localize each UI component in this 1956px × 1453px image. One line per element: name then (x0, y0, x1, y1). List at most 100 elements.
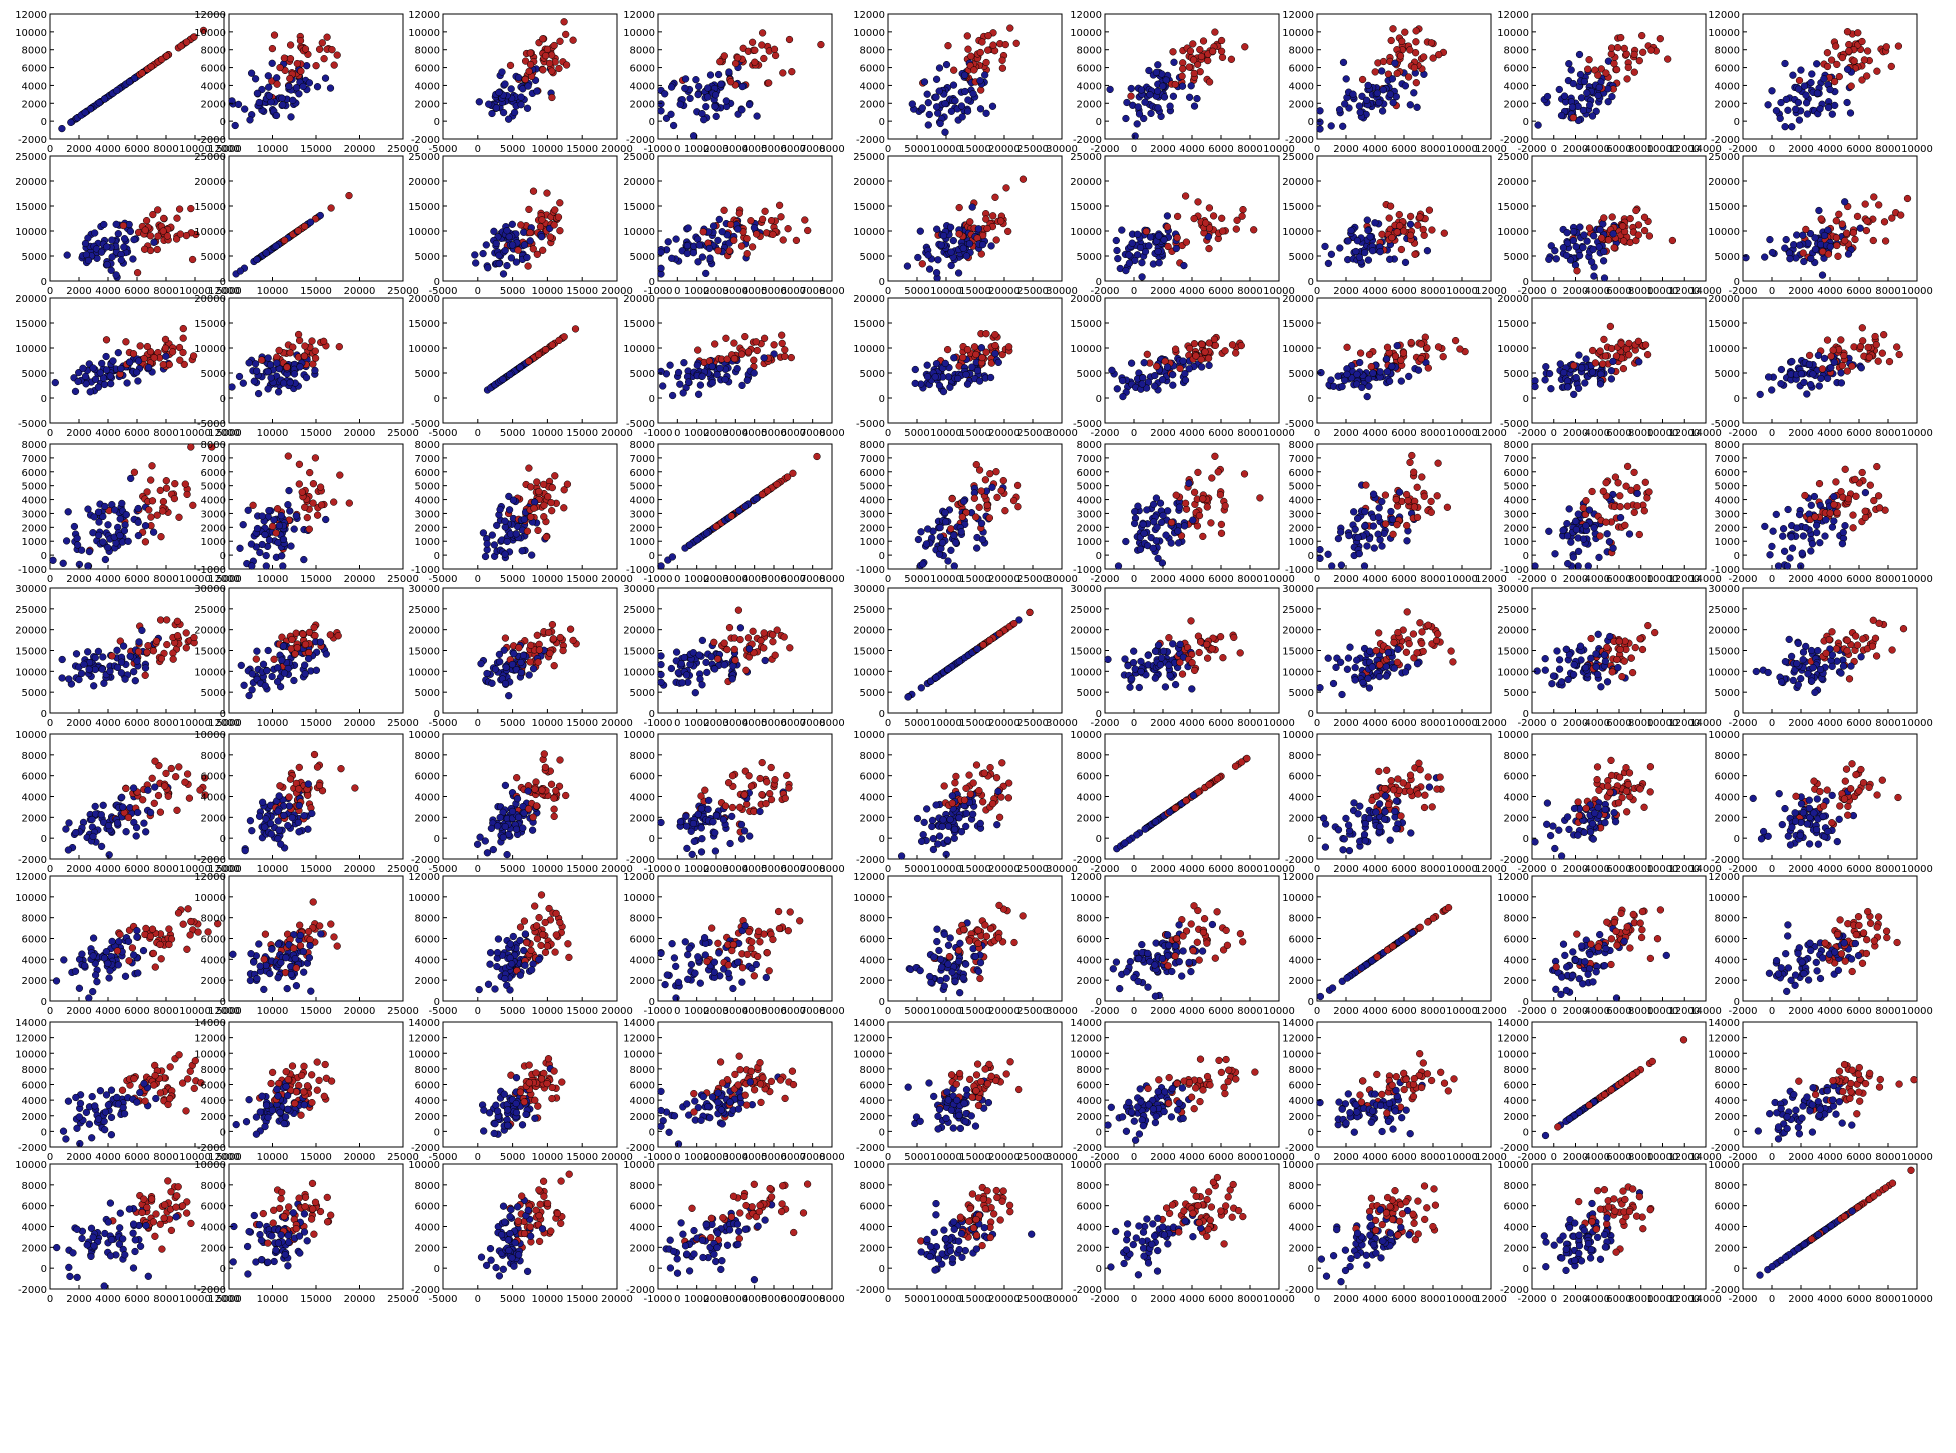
y-tick-label: 4000 (415, 496, 440, 507)
x-tick-label: 10000 (1446, 574, 1478, 585)
data-point-class-a (1576, 352, 1583, 359)
y-tick-label: 20000 (1708, 294, 1740, 305)
data-point-class-a (82, 109, 89, 116)
data-point-class-b (1603, 479, 1610, 486)
x-tick-label: 0 (1551, 428, 1557, 439)
data-point-class-b (1199, 533, 1206, 540)
y-tick-label: 5000 (860, 252, 885, 263)
data-point-class-a (1181, 523, 1188, 530)
data-point-class-a (266, 507, 273, 514)
y-tick-label: 20000 (15, 294, 47, 305)
data-point-class-a (1396, 489, 1403, 496)
data-point-class-b (540, 481, 547, 488)
data-point-class-a (1570, 228, 1577, 235)
data-point-class-b (1841, 237, 1848, 244)
data-point-class-b (1000, 477, 1007, 484)
data-point-class-a (1356, 359, 1363, 366)
data-point-class-b (1357, 350, 1364, 357)
data-point-class-a (1785, 107, 1792, 114)
data-point-class-a (1377, 368, 1384, 375)
data-point-class-b (1014, 482, 1021, 489)
data-point-class-b (1833, 234, 1840, 241)
data-point-class-a (1596, 84, 1603, 91)
data-point-class-a (1352, 526, 1359, 533)
data-point-class-a (502, 81, 509, 88)
data-point-class-b (993, 237, 1000, 244)
data-point-class-b (774, 481, 781, 488)
data-point-class-a (1340, 59, 1347, 66)
data-point-class-a (1561, 93, 1568, 100)
data-point-class-a (718, 81, 725, 88)
data-point-class-b (751, 59, 758, 66)
data-point-class-a (1544, 93, 1551, 100)
data-point-class-a (940, 388, 947, 395)
data-point-class-a (943, 61, 950, 68)
y-tick-label: -2000 (856, 135, 885, 146)
y-tick-label: 15000 (623, 202, 655, 213)
data-point-class-a (958, 528, 965, 535)
y-tick-label: 2000 (1077, 99, 1102, 110)
data-point-class-a (1787, 255, 1794, 262)
data-point-class-b (274, 81, 281, 88)
data-point-class-a (1363, 97, 1370, 104)
data-point-class-b (120, 222, 127, 229)
data-point-class-a (125, 538, 132, 545)
y-tick-label: 15000 (194, 319, 226, 330)
data-point-class-b (992, 342, 999, 349)
data-point-class-b (1217, 491, 1224, 498)
data-point-class-b (1401, 29, 1408, 36)
data-point-class-b (284, 364, 291, 371)
data-point-class-a (1857, 225, 1864, 232)
data-point-class-b (1824, 63, 1831, 70)
data-point-class-a (1596, 554, 1603, 561)
data-point-class-a (1404, 537, 1411, 544)
data-point-class-b (964, 33, 971, 40)
data-point-class-b (298, 68, 305, 75)
data-point-class-a (1375, 514, 1382, 521)
x-tick-label: 6000 (124, 144, 149, 155)
subplot-r4-c2: -100001000200030004000500060007000800050… (197, 440, 419, 585)
x-tick-label: 2000 (1150, 428, 1175, 439)
data-point-class-a (1807, 381, 1814, 388)
y-tick-label: 0 (41, 117, 47, 128)
data-point-class-a (960, 245, 967, 252)
x-tick-label: 0 (47, 574, 53, 585)
data-point-class-b (1172, 81, 1179, 88)
data-point-class-a (246, 359, 253, 366)
data-point-class-a (1813, 60, 1820, 67)
data-point-class-a (669, 554, 676, 561)
x-tick-label: 20000 (988, 286, 1020, 297)
data-point-class-b (1199, 495, 1206, 502)
data-point-class-a (746, 101, 753, 108)
y-tick-label: 6000 (1077, 64, 1102, 75)
data-point-class-b (306, 469, 313, 476)
data-point-class-a (1610, 230, 1617, 237)
data-point-class-a (255, 390, 262, 397)
data-point-class-a (1174, 528, 1181, 535)
data-point-class-b (1646, 233, 1653, 240)
data-point-class-a (695, 83, 702, 90)
data-point-class-a (939, 539, 946, 546)
data-point-class-b (1669, 237, 1676, 244)
data-point-class-b (145, 507, 152, 514)
data-point-class-b (990, 42, 997, 49)
data-point-class-a (1317, 126, 1324, 133)
data-point-class-b (171, 480, 178, 487)
y-tick-label: 0 (879, 117, 885, 128)
x-tick-label: 4000 (1817, 428, 1842, 439)
data-point-class-a (248, 541, 255, 548)
y-tick-label: 5000 (22, 252, 47, 263)
data-point-class-a (1206, 362, 1213, 369)
data-point-class-a (1591, 524, 1598, 531)
data-point-class-b (302, 343, 309, 350)
data-point-class-b (977, 49, 984, 56)
data-point-class-b (1638, 32, 1645, 39)
data-point-class-a (739, 83, 746, 90)
data-point-class-a (1586, 507, 1593, 514)
subplot-r4-c9: -1000010002000300040005000600070008000-2… (1711, 440, 1933, 585)
data-point-class-a (1109, 367, 1116, 374)
data-point-class-a (1154, 88, 1161, 95)
data-point-class-a (135, 378, 142, 385)
x-tick-label: 15000 (300, 428, 332, 439)
data-point-class-b (556, 199, 563, 206)
